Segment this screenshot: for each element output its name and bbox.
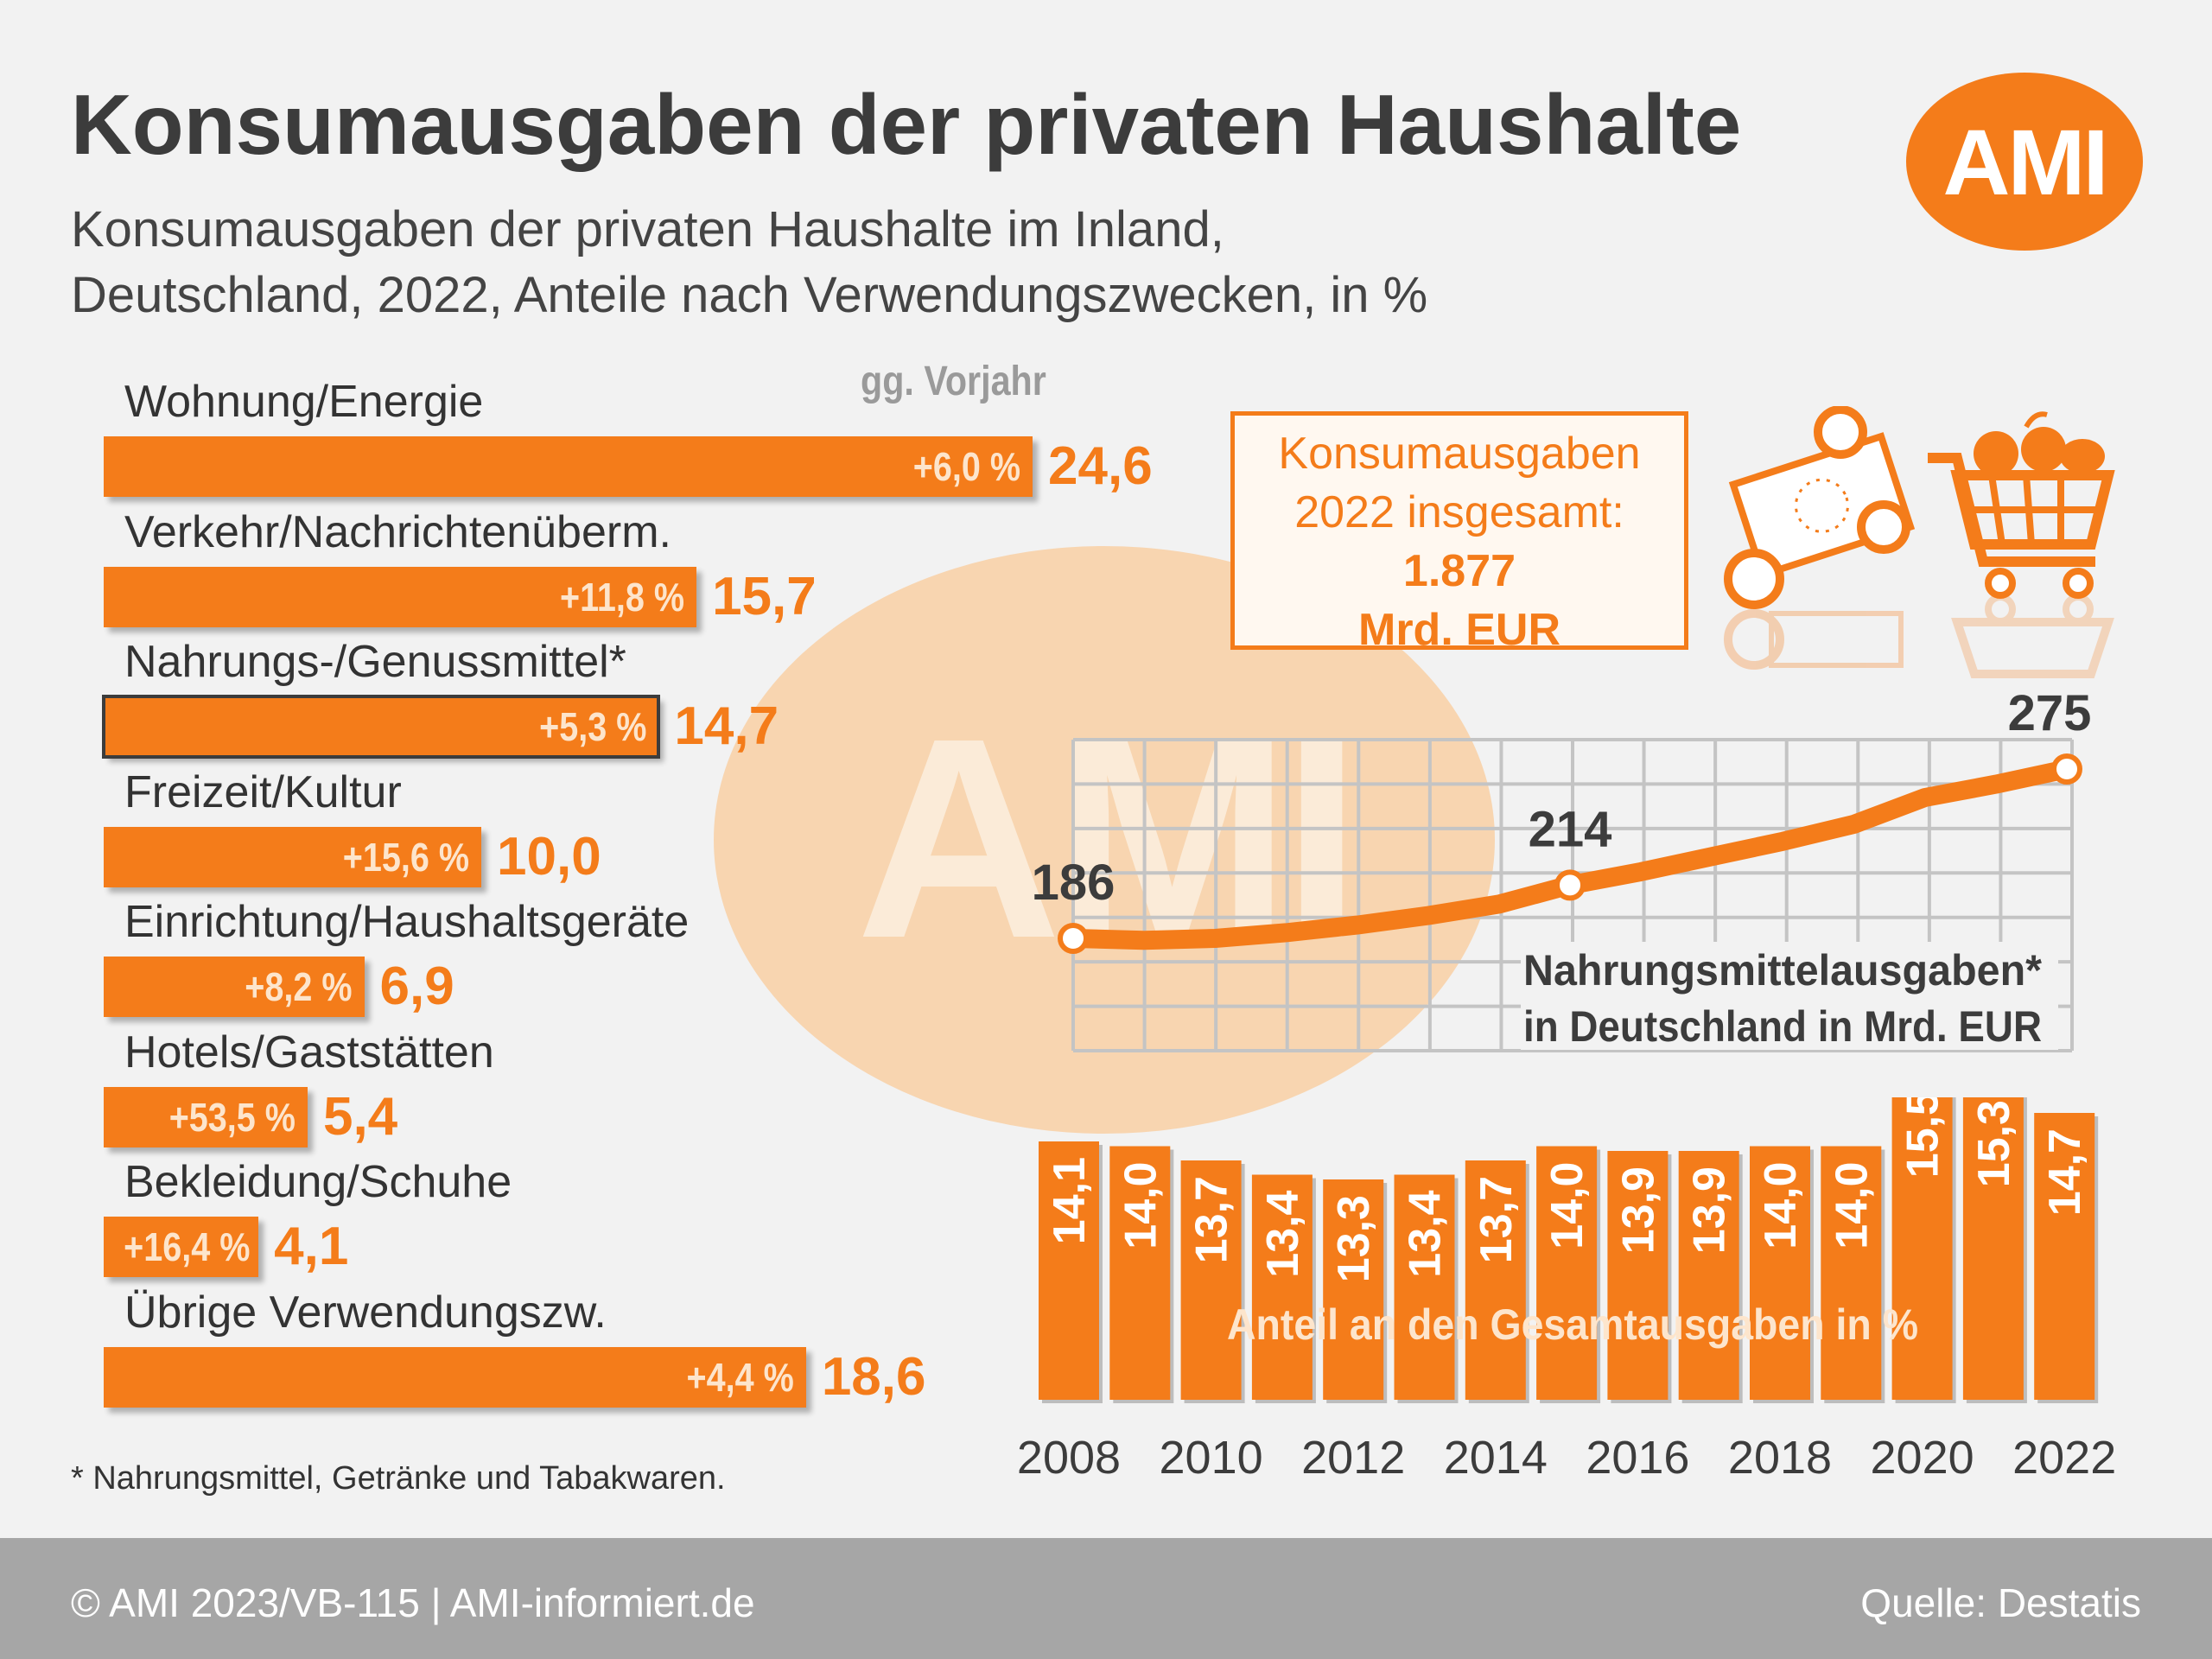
total-unit: Mrd. EUR — [1358, 605, 1560, 655]
bar-value-label: 13,7 — [1187, 1176, 1237, 1263]
bar-value-label: 14,0 — [1116, 1162, 1166, 1249]
bar — [104, 1346, 806, 1408]
footer-bar — [0, 1538, 2212, 1659]
bar-value-label: 13,3 — [1329, 1195, 1379, 1282]
total-value: 1.877 — [1402, 546, 1516, 596]
bar-value-label: 13,7 — [1471, 1176, 1522, 1263]
data-point — [2051, 753, 2082, 785]
change-label: +5,3 % — [539, 704, 647, 749]
page-title: Konsumausgaben der privaten Haushalte — [71, 77, 1742, 172]
change-label: +6,0 % — [912, 444, 1021, 489]
legend-background — [1521, 942, 2058, 1050]
bar-chart-label: Anteil an den Gesamtausgaben in % — [1227, 1300, 1918, 1349]
category-label: Übrige Verwendungszw. — [124, 1287, 607, 1338]
bar — [104, 1217, 259, 1277]
bar — [104, 957, 365, 1017]
total-label-2: 2022 insgesamt: — [1294, 487, 1624, 537]
bar — [1394, 1174, 1455, 1400]
food-spending-line-chart: 186 214 275 Nahrungsmittelausgaben* in Deuts… — [1032, 691, 2092, 1052]
food-share-bar-chart: 14,1 14,0 13,7 13,4 13,3 13,4 13,7 14,0 13,9 13,9… — [1039, 1097, 2099, 1403]
bar-value-label: 13,4 — [1258, 1190, 1308, 1277]
category-label: Bekleidung/Schuhe — [124, 1157, 512, 1207]
value-label: 18,6 — [821, 1346, 926, 1407]
value-label: 5,4 — [322, 1086, 398, 1147]
bar — [1536, 1146, 1598, 1400]
bar-value-label: 15,3 — [1969, 1100, 2019, 1187]
bar — [1962, 1097, 2024, 1400]
change-label: +8,2 % — [245, 964, 353, 1009]
bar — [1607, 1151, 1669, 1400]
year-tick-label: 2008 — [1016, 1432, 1122, 1484]
change-header: gg. Vorjahr — [861, 359, 1046, 404]
year-tick-label: 2010 — [1159, 1432, 1263, 1484]
bar-value-label: 14,1 — [1045, 1157, 1095, 1244]
data-point — [1058, 923, 1089, 954]
value-label: 10,0 — [497, 826, 601, 887]
data-label: 275 — [2008, 691, 2092, 741]
legend-text: in Deutschland in Mrd. EUR — [1523, 1002, 2042, 1051]
bar — [1891, 1097, 1953, 1400]
bar — [1109, 1146, 1171, 1400]
bar-value-label: 15,5 — [1898, 1097, 1948, 1178]
bar-value-label: 13,9 — [1613, 1166, 1663, 1254]
value-label: 15,7 — [712, 566, 817, 626]
category-label: Nahrungs-/Genussmittel* — [124, 637, 626, 687]
change-label: +11,8 % — [559, 574, 685, 620]
footnote: * Nahrungsmittel, Getränke und Tabakware… — [71, 1460, 726, 1497]
bar — [2034, 1113, 2095, 1400]
category-label: Verkehr/Nachrichtenüberm. — [124, 506, 671, 557]
category-label: Wohnung/Energie — [124, 377, 484, 427]
bar — [104, 436, 1033, 497]
bar-value-label: 14,7 — [2040, 1128, 2090, 1216]
bar-value-label: 14,0 — [1542, 1162, 1592, 1249]
value-label: 14,7 — [674, 696, 779, 756]
bar — [104, 826, 481, 887]
change-label: +16,4 % — [124, 1224, 251, 1269]
footer-copyright: © AMI 2023/VB-115 | AMI-informiert.de — [71, 1580, 755, 1625]
year-tick-label: 2022 — [2012, 1432, 2117, 1484]
change-label: +4,4 % — [686, 1354, 794, 1400]
ami-logo: AMI — [1906, 73, 2143, 251]
bar — [104, 1086, 308, 1147]
bar — [1251, 1174, 1313, 1400]
bar-value-label: 14,0 — [1827, 1162, 1877, 1249]
bar — [101, 695, 661, 759]
change-label: +53,5 % — [168, 1094, 296, 1140]
change-label: +15,6 % — [342, 834, 469, 880]
bar — [1323, 1179, 1384, 1400]
data-label: 214 — [1529, 801, 1612, 857]
bar — [104, 566, 697, 627]
year-tick-label: 2018 — [1727, 1432, 1833, 1484]
bar — [1750, 1146, 1810, 1400]
bar — [1465, 1160, 1526, 1400]
bar — [1678, 1151, 1739, 1400]
year-tick-label: 2012 — [1301, 1432, 1406, 1484]
category-label: Freizeit/Kultur — [124, 766, 402, 817]
category-label: Hotels/Gaststätten — [124, 1027, 494, 1077]
total-spending-box: Konsumausgaben 2022 insgesamt: 1.877 Mrd… — [1230, 411, 1688, 655]
category-label: Einrichtung/Haushaltsgeräte — [124, 897, 690, 947]
bar — [1821, 1146, 1882, 1400]
value-label: 24,6 — [1048, 436, 1153, 496]
subtitle-line-1: Konsumausgaben der privaten Haushalte im… — [71, 201, 1224, 257]
bar-value-label: 14,0 — [1756, 1162, 1806, 1249]
value-label: 4,1 — [274, 1217, 349, 1276]
bar-value-label: 13,4 — [1401, 1190, 1451, 1277]
value-label: 6,9 — [379, 957, 454, 1016]
year-tick-label: 2016 — [1586, 1432, 1690, 1484]
legend-text: Nahrungsmittelausgaben* — [1523, 946, 2043, 995]
year-tick-label: 2014 — [1443, 1432, 1548, 1484]
euro-bill-icon — [1724, 406, 1916, 670]
bar-value-label: 13,9 — [1685, 1166, 1735, 1254]
subtitle-line-2: Deutschland, 2022, Anteile nach Verwendu… — [71, 267, 1428, 323]
total-label-1: Konsumausgaben — [1278, 429, 1641, 479]
year-tick-label: 2020 — [1870, 1432, 1974, 1484]
bar — [1039, 1141, 1099, 1400]
footer-source: Quelle: Destatis — [1860, 1580, 2141, 1625]
data-point — [1554, 869, 1586, 901]
bar — [1180, 1160, 1242, 1400]
shopping-cart-icon — [1928, 411, 2115, 678]
data-label: 186 — [1032, 855, 1116, 911]
